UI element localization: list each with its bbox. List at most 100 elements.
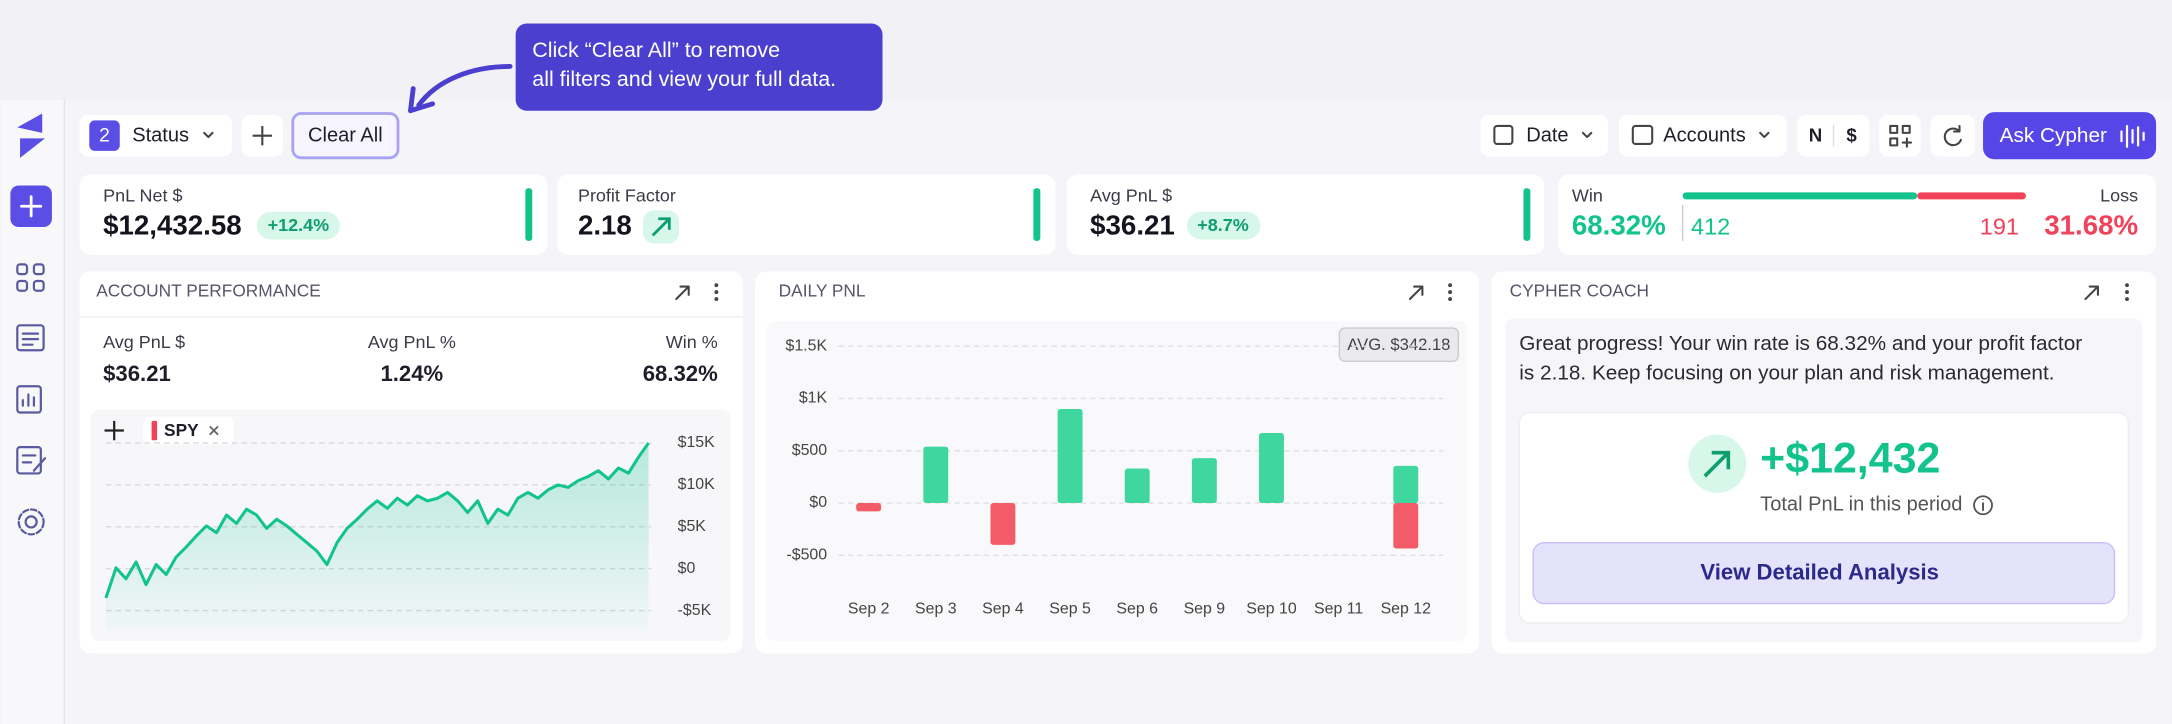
reports-icon[interactable]: [16, 385, 42, 414]
tooltip-line: all filters and view your full data.: [532, 67, 836, 91]
wins: 412: [1691, 214, 1730, 240]
menu-icon[interactable]: [714, 283, 719, 301]
panel-title: ACCOUNT PERFORMANCE: [96, 281, 321, 301]
avg-badge: [1338, 327, 1460, 362]
toggle-n[interactable]: N: [1809, 124, 1822, 145]
menu-icon[interactable]: [2125, 283, 2129, 301]
kpi-badge: [256, 211, 340, 240]
add-benchmark[interactable]: [104, 420, 124, 441]
remove-benchmark[interactable]: [209, 425, 219, 436]
tooltip-line: Click “Clear All” to remove: [532, 38, 780, 62]
y-tick-label: $5K: [678, 518, 707, 535]
kpi-accent: [1523, 188, 1531, 241]
kpi-label: Profit Factor: [578, 185, 676, 205]
arrow-head: [408, 86, 436, 114]
total-caption: Total PnL in this period: [1760, 494, 1962, 516]
wallet-icon: [1631, 124, 1654, 146]
y-tick-label: $1.5K: [786, 337, 828, 354]
panel-title: DAILY PNL: [779, 281, 866, 301]
voice-icon: [2120, 124, 2145, 148]
stat-value: $36.21: [103, 361, 171, 386]
bar: [1259, 432, 1284, 504]
clear-all-button[interactable]: [291, 112, 400, 160]
accounts-filter[interactable]: [1618, 114, 1787, 157]
y-tick-label: -$500: [786, 546, 827, 563]
bar: [990, 503, 1016, 545]
ask-cypher-label: Ask Cypher: [2000, 124, 2107, 147]
bar: [1057, 408, 1083, 504]
analysis-button[interactable]: [1532, 541, 2116, 605]
calendar-icon: [1493, 124, 1514, 146]
up-arrow: [1703, 450, 1731, 478]
date-label: Date: [1526, 125, 1568, 147]
analysis-label: View Detailed Analysis: [1700, 560, 1939, 585]
settings-icon[interactable]: [17, 508, 45, 536]
bar: [1191, 458, 1217, 504]
y-tick-label: $10K: [678, 476, 716, 493]
bar: [1393, 503, 1419, 549]
up-arrow: [651, 217, 671, 237]
legend-chip: [143, 416, 234, 445]
x-tick-label: Sep 4: [982, 600, 1024, 617]
kpi-label: Avg PnL $: [1090, 185, 1172, 205]
filter-badge: [89, 120, 120, 151]
x-tick-label: Sep 9: [1184, 600, 1226, 617]
stat-label: Avg PnL %: [368, 332, 456, 352]
y-tick-label: $15K: [678, 434, 716, 451]
expand-icon[interactable]: [2084, 285, 2099, 301]
kpi-value: $36.21: [1090, 209, 1175, 240]
chart-area: [766, 321, 1467, 641]
chevron: [1759, 131, 1770, 139]
dashboard-icon[interactable]: [16, 263, 45, 292]
y-tick-label: $500: [792, 442, 828, 459]
kpi-accent: [1033, 188, 1041, 241]
bar: [1393, 465, 1419, 504]
loss-bar: [1917, 192, 2026, 200]
refresh-icon: [1943, 124, 1962, 147]
y-tick-label: $0: [809, 494, 827, 511]
x-tick-label: Sep 6: [1116, 600, 1158, 617]
bar: [923, 446, 949, 504]
menu-icon[interactable]: [1448, 283, 1453, 301]
plus-icon: [20, 195, 43, 218]
ask-cypher-button[interactable]: [1983, 112, 2157, 160]
legend-label: SPY: [164, 420, 199, 440]
x-tick-label: Sep 2: [848, 600, 890, 617]
coach-message: Great progress! Your win rate is 68.32% …: [1519, 332, 2082, 355]
loss-label: Loss: [2100, 185, 2138, 205]
legend-swatch: [151, 420, 158, 441]
win-label: Win: [1572, 185, 1603, 205]
x-tick-label: Sep 3: [915, 600, 957, 617]
refresh-button[interactable]: [1930, 114, 1975, 157]
kpi-badge: [1187, 211, 1261, 240]
stat-value: 1.24%: [380, 361, 443, 386]
stat-label: Win %: [666, 332, 718, 352]
filter-label: Status: [132, 125, 189, 147]
journal-icon[interactable]: [16, 324, 45, 352]
tooltip-arrow: [416, 64, 513, 108]
coach-message: is 2.18. Keep focusing on your plan and …: [1519, 361, 2054, 384]
bar: [1124, 468, 1150, 504]
chevron: [203, 131, 214, 139]
tooltip: [515, 23, 883, 111]
y-tick-label: $1K: [799, 390, 828, 407]
clear-all-label: Clear All: [308, 125, 383, 147]
kpi-accent: [525, 188, 533, 241]
kpi-value: 2.18: [578, 209, 632, 240]
date-filter[interactable]: [1480, 114, 1608, 157]
x-tick-label: Sep 5: [1049, 600, 1091, 617]
x-tick-label: Sep 11: [1314, 600, 1363, 617]
expand-icon[interactable]: [675, 285, 690, 301]
panel-title: CYPHER COACH: [1510, 281, 1649, 301]
expand-icon[interactable]: [1408, 285, 1424, 301]
info-icon[interactable]: [1973, 495, 1993, 516]
loss-rate: 31.68%: [2044, 209, 2138, 240]
notes-icon[interactable]: [16, 446, 47, 475]
kpi-card: [557, 174, 1056, 255]
kpi-change: +12.4%: [268, 215, 330, 235]
layout-button[interactable]: [1879, 114, 1921, 157]
toggle-dollar[interactable]: $: [1846, 124, 1857, 145]
total-pnl: +$12,432: [1760, 434, 1940, 482]
